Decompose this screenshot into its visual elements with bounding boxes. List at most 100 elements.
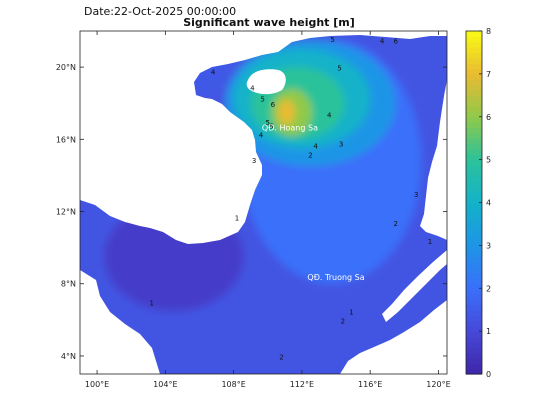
contour-label: 6 [394, 38, 399, 46]
colorbar-segment [466, 73, 482, 80]
colorbar-tick-label: 4 [486, 199, 491, 208]
colorbar-segment [466, 132, 482, 139]
x-tick-label: 104°E [153, 380, 177, 389]
colorbar-segment [466, 127, 482, 134]
land-philippines [420, 80, 447, 240]
colorbar-segment [466, 143, 482, 150]
colorbar-segment [466, 170, 482, 177]
land-borneo [340, 300, 447, 374]
colorbar-segment [466, 89, 482, 96]
colorbar-segment [466, 309, 482, 316]
land-masks [80, 31, 447, 374]
y-tick-label: 16°N [56, 135, 76, 144]
x-tick-label: 120°E [426, 380, 450, 389]
colorbar-segment [466, 41, 482, 48]
colorbar-segment [466, 116, 482, 123]
colorbar-segment [466, 363, 482, 370]
colorbar-segment [466, 272, 482, 279]
label-hoang-sa: QĐ. Hoang Sa [262, 123, 318, 132]
colorbar-segment [466, 207, 482, 214]
colorbar-segment [466, 229, 482, 236]
y-tick-label: 4°N [61, 352, 76, 361]
colorbar: 0 1 2 3 4 5 6 7 8 [465, 27, 491, 379]
colorbar-segment [466, 148, 482, 155]
colorbar-segment [466, 79, 482, 86]
colorbar-segment [466, 175, 482, 182]
colorbar-segment [466, 52, 482, 59]
colorbar-tick-label: 2 [486, 284, 491, 293]
colorbar-segment [466, 347, 482, 354]
contour-label: 5 [260, 95, 264, 103]
colorbar-segment [466, 245, 482, 252]
colorbar-segment [466, 266, 482, 273]
contour-label: 1 [428, 238, 432, 246]
colorbar-segment [466, 95, 482, 102]
contour-label: 1 [349, 308, 353, 316]
contour-label: 1 [149, 299, 153, 307]
colorbar-tick-label: 7 [486, 70, 491, 79]
contour-label: 4 [313, 142, 318, 150]
colorbar-segment [466, 223, 482, 230]
colorbar-segment [466, 138, 482, 145]
colorbar-segment [466, 68, 482, 75]
colorbar-segment [466, 261, 482, 268]
colorbar-tick-label: 1 [486, 327, 491, 336]
colorbar-segment [466, 336, 482, 343]
contour-label: 6 [269, 122, 274, 130]
land-palawan [382, 250, 447, 322]
contour-label: 6 [271, 101, 276, 109]
x-tick-label: 116°E [358, 380, 382, 389]
contour-label: 2 [308, 151, 312, 159]
colorbar-segment [466, 293, 482, 300]
contour-label: 3 [252, 157, 256, 165]
colorbar-segment [466, 304, 482, 311]
contour-label: 5 [337, 65, 341, 73]
wave-level-7 [278, 99, 296, 125]
date-label: Date:22-Oct-2025 00:00:00 [84, 5, 236, 18]
colorbar-segment [466, 352, 482, 359]
colorbar-tick-label: 8 [486, 27, 491, 36]
plot-frame [79, 30, 448, 375]
colorbar-segment [466, 122, 482, 129]
colorbar-segment [466, 234, 482, 241]
colorbar-segment [466, 218, 482, 225]
colorbar-tick-label: 6 [486, 113, 491, 122]
colorbar-segment [466, 282, 482, 289]
colorbar-segment [466, 256, 482, 263]
colorbar-segment [466, 213, 482, 220]
colorbar-segment [466, 320, 482, 327]
contour-label: 1 [235, 215, 239, 223]
contour-label: 3 [339, 141, 343, 149]
x-tick-label: 108°E [221, 380, 245, 389]
x-tick-label: 112°E [290, 380, 314, 389]
colorbar-segment [466, 191, 482, 198]
colorbar-tick-label: 3 [486, 241, 491, 250]
contour-label: 5 [266, 119, 270, 127]
colorbar-segment [466, 106, 482, 112]
contour-label: 5 [330, 36, 334, 44]
colorbar-segment [466, 298, 482, 305]
y-tick-label: 8°N [61, 280, 76, 289]
colorbar-segment [466, 368, 482, 375]
colorbar-segment [466, 164, 482, 171]
x-tick-label: 100°E [85, 380, 109, 389]
colorbar-segment [466, 63, 482, 70]
colorbar-segment [466, 84, 482, 91]
land-thailand-gulf-west [80, 270, 160, 374]
colorbar-segment [466, 331, 482, 338]
contour-label: 2 [341, 317, 345, 325]
colorbar-segment [466, 159, 482, 166]
colorbar-segment [466, 277, 482, 284]
colorbar-segment [466, 325, 482, 332]
colorbar-segment [466, 240, 482, 246]
colorbar-segment [466, 357, 482, 364]
contour-label: 2 [279, 354, 283, 362]
colorbar-segment [466, 197, 482, 204]
colorbar-segment [466, 181, 482, 188]
axis-ticks: 100°E 104°E 108°E 112°E 116°E 120°E 4°N 8°N 12°N… [56, 31, 451, 389]
contour-label: 4 [211, 68, 216, 76]
colorbar-segment [466, 341, 482, 348]
colorbar-segment [466, 31, 482, 37]
